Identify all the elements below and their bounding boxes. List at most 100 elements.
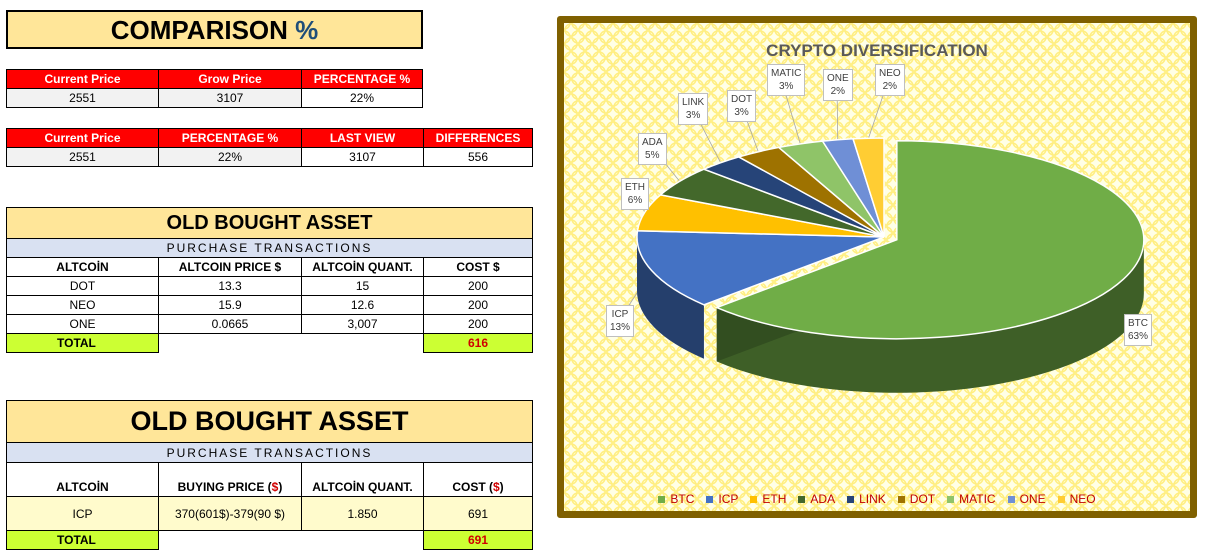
cell-altcoin: NEO <box>6 295 159 315</box>
cell-current-price: 2551 <box>6 88 159 108</box>
comparison-table-1: Current Price Grow Price PERCENTAGE % 25… <box>6 69 423 108</box>
chart-frame: CRYPTO DIVERSIFICATION BTC 63% ICP 13% ETH 6%… <box>557 16 1197 518</box>
legend-item-eth: ETH <box>750 492 786 506</box>
chart-title: CRYPTO DIVERSIFICATION <box>766 41 988 60</box>
cell-cost: 200 <box>423 276 533 296</box>
cell-differences: 556 <box>423 147 533 167</box>
cell-price: 13.3 <box>158 276 302 296</box>
cell-percentage: 22% <box>301 88 423 108</box>
cell-price: 0.0665 <box>158 314 302 334</box>
pie-slice-btc <box>714 140 1145 340</box>
data-label-value: 2% <box>830 86 846 97</box>
asset2-total-gap <box>158 530 424 550</box>
legend-swatch <box>658 495 666 503</box>
asset1-title: OLD BOUGHT ASSET <box>6 207 533 239</box>
data-label-dot: DOT 3% <box>727 90 757 122</box>
header-differences: DIFFERENCES <box>423 128 533 148</box>
legend-label: ICP <box>718 492 739 506</box>
legend-item-ada: ADA <box>798 492 835 506</box>
data-label-matic: MATIC 3% <box>767 64 806 96</box>
data-label-one: ONE 2% <box>823 69 853 101</box>
asset1-header-cost: COST $ <box>423 257 533 277</box>
header-last-view: LAST VIEW <box>301 128 424 148</box>
data-label-value: 3% <box>685 110 701 121</box>
asset2-header-quant: ALTCOİN QUANT. <box>301 462 424 497</box>
data-label-ada: ADA 5% <box>638 133 667 165</box>
data-label-name: LINK <box>682 97 705 108</box>
legend-item-matic: MATIC <box>947 492 996 506</box>
legend-label: BTC <box>670 492 695 506</box>
data-label-value: 63% <box>1128 331 1149 342</box>
pie-chart <box>619 77 1145 393</box>
data-label-link: LINK 3% <box>678 93 709 125</box>
data-label-neo: NEO 2% <box>875 64 905 96</box>
legend-swatch <box>706 495 714 503</box>
legend-label: MATIC <box>959 492 996 506</box>
data-label-name: BTC <box>1128 318 1148 329</box>
chart-legend: BTC ICP ETH ADA LINK DOT MATIC ONE NEO <box>564 492 1190 506</box>
legend-swatch <box>897 495 905 503</box>
old-asset-table-1: OLD BOUGHT ASSET PURCHASE TRANSACTIONS A… <box>6 207 533 353</box>
header-grow-price: Grow Price <box>158 69 302 89</box>
comparison-table-2: Current Price PERCENTAGE % LAST VIEW DIF… <box>6 128 533 167</box>
legend-item-icp: ICP <box>706 492 738 506</box>
pie-wall-btc <box>716 239 1144 393</box>
legend-swatch <box>1057 495 1065 503</box>
header-percentage: PERCENTAGE % <box>301 69 423 89</box>
cell-cost: 200 <box>423 314 533 334</box>
asset1-header-price: ALTCOIN PRICE $ <box>158 257 302 277</box>
header-percentage-2: PERCENTAGE % <box>158 128 302 148</box>
data-label-name: ICP <box>611 309 629 320</box>
pie-slice-icp <box>636 230 885 306</box>
cell-altcoin: ONE <box>6 314 159 334</box>
legend-swatch <box>750 495 758 503</box>
dollar-sign: $ <box>492 480 500 494</box>
asset2-header-altcoin: ALTCOİN <box>6 462 159 497</box>
table-row: ICP 370(601$)-379(90 $) 1.850 691 <box>6 496 533 531</box>
data-label-name: NEO <box>879 68 901 79</box>
cell-altcoin: ICP <box>6 496 159 531</box>
legend-item-link: LINK <box>847 492 886 506</box>
data-label-value: 5% <box>645 150 660 161</box>
data-label-name: MATIC <box>771 68 802 79</box>
legend-swatch <box>1007 495 1015 503</box>
data-label-value: 3% <box>734 107 749 118</box>
cell-last-view: 3107 <box>301 147 424 167</box>
asset2-total-label: TOTAL <box>6 530 159 550</box>
table-row: ONE 0.0665 3,007 200 <box>6 314 533 334</box>
data-label-name: ETH <box>625 182 645 193</box>
asset2-total-value: 691 <box>423 530 533 550</box>
old-asset-table-2: OLD BOUGHT ASSET PURCHASE TRANSACTIONS A… <box>6 400 533 550</box>
asset1-total-value: 616 <box>423 333 533 353</box>
table-row: DOT 13.3 15 200 <box>6 276 533 296</box>
legend-label: ETH <box>762 492 787 506</box>
legend-item-neo: NEO <box>1057 492 1096 506</box>
legend-label: ADA <box>810 492 836 506</box>
asset2-header-cost: COST ($) <box>423 462 533 497</box>
legend-label: ONE <box>1019 492 1046 506</box>
cell-buying-price: 370(601$)-379(90 $) <box>158 496 302 531</box>
dollar-sign: $ <box>271 480 279 494</box>
data-label-value: 6% <box>627 195 643 206</box>
legend-item-dot: DOT <box>897 492 935 506</box>
pie-wall-icp <box>637 237 704 359</box>
cell-quant: 15 <box>301 276 424 296</box>
asset1-total-gap <box>158 333 424 353</box>
legend-label: LINK <box>859 492 886 506</box>
table-row: NEO 15.9 12.6 200 <box>6 295 533 315</box>
cell-price: 15.9 <box>158 295 302 315</box>
data-label-name: ONE <box>827 73 849 84</box>
asset2-title: OLD BOUGHT ASSET <box>6 400 533 443</box>
header-current-price-2: Current Price <box>6 128 159 148</box>
cell-quant: 3,007 <box>301 314 424 334</box>
legend-swatch <box>847 495 855 503</box>
legend-label: NEO <box>1069 492 1096 506</box>
paren-close: ) <box>499 480 504 494</box>
header-current-price: Current Price <box>6 69 159 89</box>
legend-swatch <box>947 495 955 503</box>
cell-quant: 1.850 <box>301 496 424 531</box>
cell-percentage-2: 22% <box>158 147 302 167</box>
legend-swatch <box>798 495 806 503</box>
data-label-name: ADA <box>642 137 663 148</box>
asset1-header-altcoin: ALTCOİN <box>6 257 159 277</box>
